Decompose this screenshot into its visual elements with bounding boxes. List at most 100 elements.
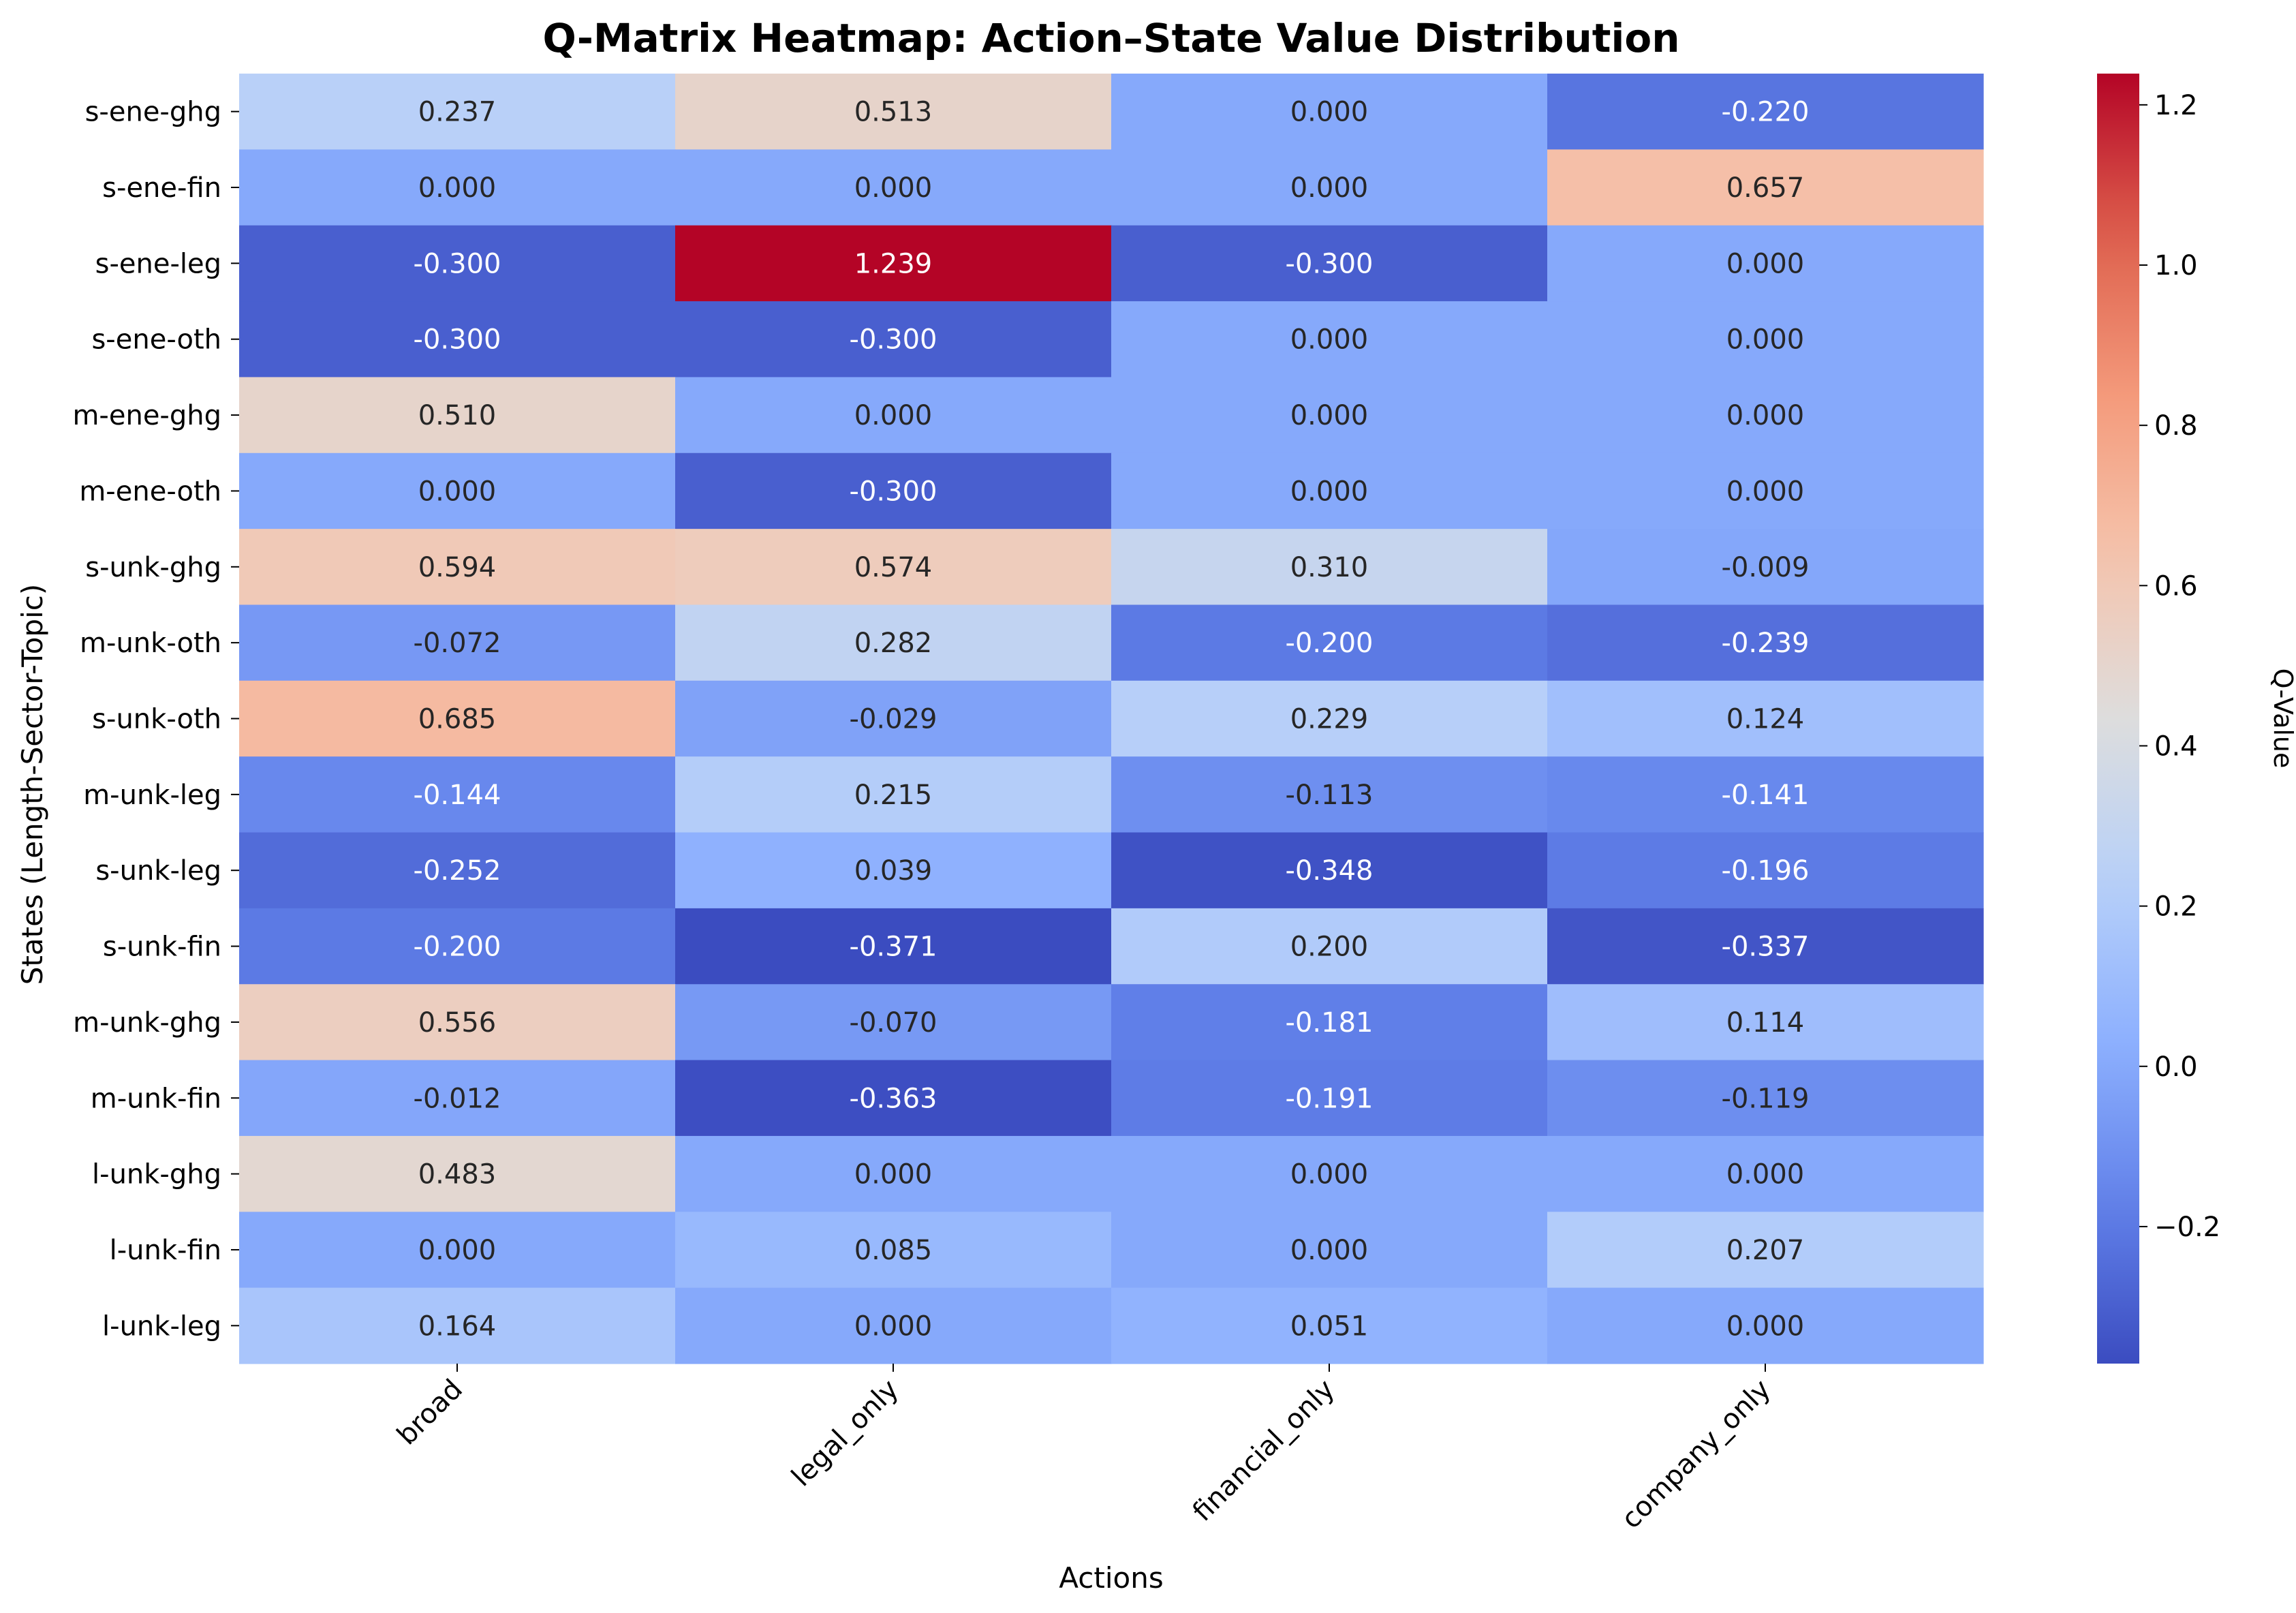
cell-value-label: -0.141: [1722, 780, 1810, 811]
y-tick-label: s-ene-fin: [102, 172, 221, 204]
cell-value-label: -0.200: [1286, 628, 1374, 659]
heatmap-cell: [675, 452, 1112, 529]
heatmap-cell: [1547, 832, 1984, 909]
chart-title: Q-Matrix Heatmap: Action–State Value Dis…: [542, 15, 1679, 61]
cell-value-label: 0.229: [1290, 704, 1369, 735]
heatmap-cell: [1547, 301, 1984, 378]
heatmap-cell: [1547, 529, 1984, 606]
cell-value-label: 0.000: [1726, 1159, 1805, 1190]
colorbar-tick-label: 0.8: [2154, 410, 2198, 442]
cell-value-label: -0.072: [414, 628, 501, 659]
cell-value-label: -0.009: [1722, 552, 1810, 583]
y-axis-ticks: s-ene-ghg s-ene-fin s-ene-leg s-ene-oth m-en…: [72, 97, 239, 1342]
heatmap-cell: [1547, 1287, 1984, 1364]
heatmap-cell: [239, 149, 676, 226]
cell-value-label: -0.029: [850, 704, 937, 735]
heatmap-cell: [1547, 756, 1984, 833]
heatmap-cell: [1547, 908, 1984, 985]
cell-value-label: -0.200: [414, 932, 501, 963]
y-tick-label: m-ene-ghg: [72, 400, 221, 431]
heatmap-cell: [675, 301, 1112, 378]
y-tick-label: l-unk-leg: [102, 1310, 221, 1342]
cell-value-label: 0.000: [854, 400, 933, 431]
cell-value-label: -0.144: [414, 780, 501, 811]
heatmap-cell: [1111, 149, 1548, 226]
heatmap-cell: [239, 756, 676, 833]
heatmap-cell: [1111, 604, 1548, 681]
cell-value-label: 0.000: [854, 172, 933, 204]
heatmap-cell: [1547, 377, 1984, 454]
cell-value-label: 0.000: [418, 476, 497, 507]
heatmap-cell: [675, 74, 1112, 150]
heatmap-cell: [239, 1212, 676, 1289]
colorbar-label: Q-Value: [2268, 669, 2296, 769]
heatmap-cell: [1547, 1212, 1984, 1289]
y-tick-label: s-unk-fin: [103, 932, 221, 963]
heatmap-cell: [675, 1212, 1112, 1289]
y-tick-label: m-ene-oth: [79, 476, 221, 507]
y-tick-label: s-ene-leg: [95, 248, 221, 279]
cell-value-label: -0.181: [1286, 1007, 1374, 1039]
cell-value-label: -0.300: [414, 248, 501, 279]
colorbar-tick-label: 0.0: [2154, 1051, 2198, 1083]
heatmap-cell: [1547, 1135, 1984, 1212]
cell-value-label: -0.239: [1722, 628, 1810, 659]
heatmap-cell: [239, 604, 676, 681]
heatmap-cell: [239, 908, 676, 985]
heatmap-cell: [1111, 756, 1548, 833]
cell-value-label: -0.252: [414, 855, 501, 887]
cell-value-label: 0.000: [1290, 1159, 1369, 1190]
heatmap-cell: [1111, 377, 1548, 454]
cell-value-label: 1.239: [854, 248, 933, 279]
heatmap-cell: [1547, 1060, 1984, 1137]
cell-value-label: 0.000: [1290, 97, 1369, 128]
cell-value-label: 0.510: [418, 400, 497, 431]
cell-value-label: 0.556: [418, 1007, 497, 1039]
heatmap-cell: [1111, 74, 1548, 150]
heatmap-cell: [675, 225, 1112, 302]
cell-value-label: 0.000: [1726, 476, 1805, 507]
cell-value-label: -0.300: [850, 476, 937, 507]
heatmap-cell: [239, 832, 676, 909]
heatmap-cell: [239, 1060, 676, 1137]
y-axis-label: States (Length-Sector-Topic): [16, 584, 49, 985]
heatmap-cell: [675, 1135, 1112, 1212]
cell-value-label: 0.513: [854, 97, 933, 128]
cell-value-label: 0.574: [854, 552, 933, 583]
heatmap-cell: [1547, 680, 1984, 757]
cell-value-label: 0.685: [418, 704, 497, 735]
cell-value-label: -0.119: [1722, 1083, 1810, 1114]
heatmap-cell: [1111, 225, 1548, 302]
colorbar: [2097, 74, 2139, 1364]
cell-value-label: 0.114: [1726, 1007, 1805, 1039]
y-tick-label: l-unk-ghg: [92, 1159, 221, 1190]
heatmap-cell: [1547, 984, 1984, 1061]
heatmap-cell: [239, 680, 676, 757]
cell-value-label: 0.000: [854, 1310, 933, 1342]
heatmap-cell: [239, 301, 676, 378]
heatmap-cell: [1111, 1135, 1548, 1212]
y-tick-label: s-unk-oth: [92, 704, 221, 735]
colorbar-tick-label: 0.6: [2154, 570, 2198, 602]
heatmap-cell: [1111, 529, 1548, 606]
heatmap-cell: [1111, 301, 1548, 378]
heatmap-cell: [1111, 1212, 1548, 1289]
cell-value-label: 0.000: [1726, 324, 1805, 356]
cell-value-label: 0.085: [854, 1235, 933, 1266]
heatmap-cell: [675, 756, 1112, 833]
colorbar-tick-label: 0.4: [2154, 731, 2198, 762]
cell-value-label: -0.191: [1286, 1083, 1374, 1114]
y-tick-label: m-unk-leg: [83, 780, 221, 811]
heatmap-cell: [239, 74, 676, 150]
cell-value-label: 0.000: [1290, 476, 1369, 507]
cell-value-label: -0.012: [414, 1083, 501, 1114]
heatmap-cell: [675, 1060, 1112, 1137]
colorbar-tick-label: 1.0: [2154, 250, 2198, 281]
cell-value-label: 0.594: [418, 552, 497, 583]
y-tick-label: l-unk-fin: [110, 1235, 221, 1266]
cell-value-label: 0.483: [418, 1159, 497, 1190]
cell-value-label: -0.348: [1286, 855, 1374, 887]
cell-value-label: 0.000: [1726, 400, 1805, 431]
cell-value-label: 0.000: [418, 1235, 497, 1266]
